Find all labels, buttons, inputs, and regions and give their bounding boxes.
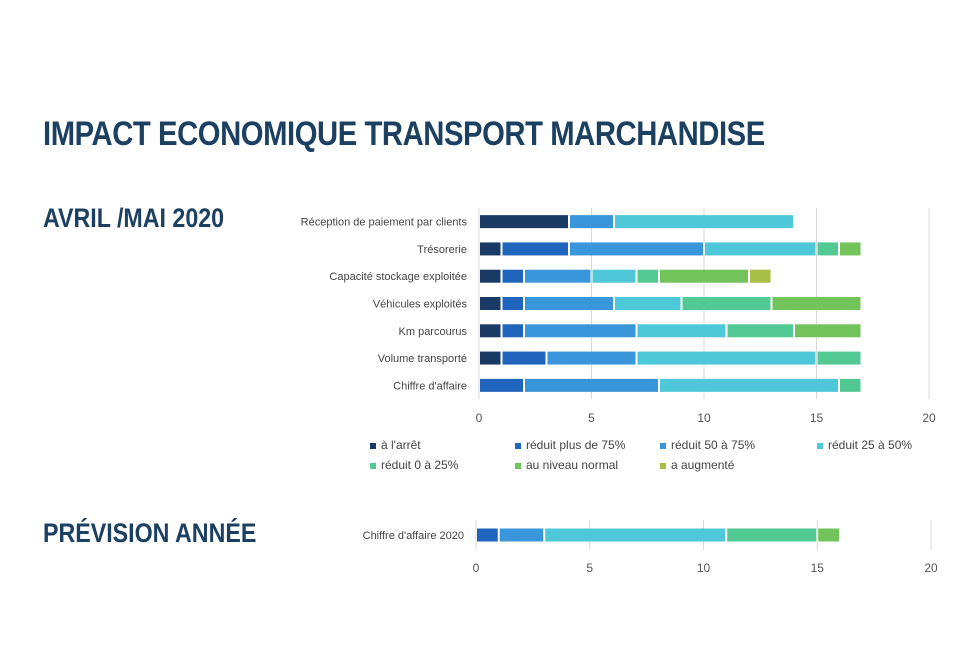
bar-segment xyxy=(480,215,568,229)
category-label: Chiffre d'affaire 2020 xyxy=(363,530,464,542)
bar-segment xyxy=(480,269,501,283)
bar-segment xyxy=(615,297,681,310)
bar-segment xyxy=(477,528,498,542)
category-label: Km parcourus xyxy=(399,326,468,338)
bar-segment xyxy=(682,297,771,310)
legend-label: réduit 25 à 50% xyxy=(828,438,913,452)
section-title-april-may: AVRIL /MAI 2020 xyxy=(43,203,225,233)
bar-segment xyxy=(817,351,861,365)
legend-item: a augmenté xyxy=(660,458,734,472)
x-tick-label: 20 xyxy=(924,561,938,575)
legend-item: au niveau normal xyxy=(515,458,618,472)
legend-swatch xyxy=(515,462,521,469)
bar-segment xyxy=(637,269,658,283)
bar-segment xyxy=(525,269,591,283)
bar-segment xyxy=(480,297,501,310)
category-label: Réception de paiement par clients xyxy=(301,217,468,229)
bar-segment xyxy=(840,378,861,392)
bar-segment xyxy=(705,242,816,256)
legend-swatch xyxy=(370,462,376,469)
legend-label: réduit 50 à 75% xyxy=(671,438,756,452)
legend-label: réduit plus de 75% xyxy=(526,438,626,452)
bar-segment xyxy=(480,378,523,392)
legend-item: réduit plus de 75% xyxy=(515,438,625,452)
bar-segment xyxy=(660,269,748,283)
bar-segment xyxy=(660,378,838,392)
x-tick-label: 0 xyxy=(476,411,483,425)
x-tick-label: 5 xyxy=(588,411,595,425)
legend-item: réduit 50 à 75% xyxy=(660,438,755,452)
category-label: Volume transporté xyxy=(378,353,467,365)
bar-segment xyxy=(817,242,838,256)
category-label: Trésorerie xyxy=(417,244,467,256)
x-tick-label: 0 xyxy=(473,561,480,575)
x-tick-label: 15 xyxy=(811,561,825,575)
bar-segment xyxy=(525,378,658,392)
bar-segment xyxy=(525,324,636,338)
x-tick-label: 5 xyxy=(586,561,593,575)
x-tick-label: 10 xyxy=(697,411,711,425)
bar-segment xyxy=(480,351,501,365)
bar-segment xyxy=(637,351,816,365)
legend-item: réduit 25 à 50% xyxy=(817,438,912,452)
legend-label: à l'arrêt xyxy=(381,438,421,452)
bar-segment xyxy=(727,324,793,338)
legend-swatch xyxy=(515,442,521,449)
legend-label: réduit 0 à 25% xyxy=(381,458,459,472)
category-label: Chiffre d'affaire xyxy=(393,380,467,392)
legend-swatch xyxy=(660,442,666,449)
bar-segment xyxy=(525,297,613,310)
category-label: Véhicules exploités xyxy=(373,299,468,311)
bar-segment xyxy=(570,242,703,256)
bar-segment xyxy=(545,528,726,542)
bar-segment xyxy=(615,215,793,229)
legend-label: a augmenté xyxy=(671,458,735,472)
page-title: IMPACT ECONOMIQUE TRANSPORT MARCHANDISE xyxy=(43,115,765,153)
legend-swatch xyxy=(817,442,823,449)
legend-swatch xyxy=(660,462,666,469)
bar-segment xyxy=(547,351,636,365)
bar-segment xyxy=(502,242,568,256)
x-tick-label: 20 xyxy=(922,411,936,425)
bar-segment xyxy=(502,269,523,283)
bar-segment xyxy=(750,269,771,283)
bar-segment xyxy=(727,528,817,542)
bar-segment xyxy=(502,297,523,310)
legend-item: à l'arrêt xyxy=(370,438,421,452)
bar-segment xyxy=(795,324,861,338)
bar-segment xyxy=(637,324,726,338)
bar-segment xyxy=(818,528,839,542)
bar-segment xyxy=(570,215,613,229)
legend-swatch xyxy=(370,442,376,449)
category-label: Capacité stockage exploitée xyxy=(329,271,467,283)
bar-segment xyxy=(772,297,861,310)
bar-segment xyxy=(502,351,546,365)
x-tick-label: 10 xyxy=(697,561,711,575)
bar-segment xyxy=(592,269,636,283)
bar-segment xyxy=(840,242,861,256)
bar-segment xyxy=(502,324,523,338)
x-tick-label: 15 xyxy=(810,411,824,425)
bar-segment xyxy=(480,242,501,256)
bar-segment xyxy=(480,324,501,338)
legend-item: réduit 0 à 25% xyxy=(370,458,458,472)
section-title-forecast: PRÉVISION ANNÉE xyxy=(43,518,257,548)
bar-segment xyxy=(499,528,544,542)
legend-label: au niveau normal xyxy=(526,458,619,472)
